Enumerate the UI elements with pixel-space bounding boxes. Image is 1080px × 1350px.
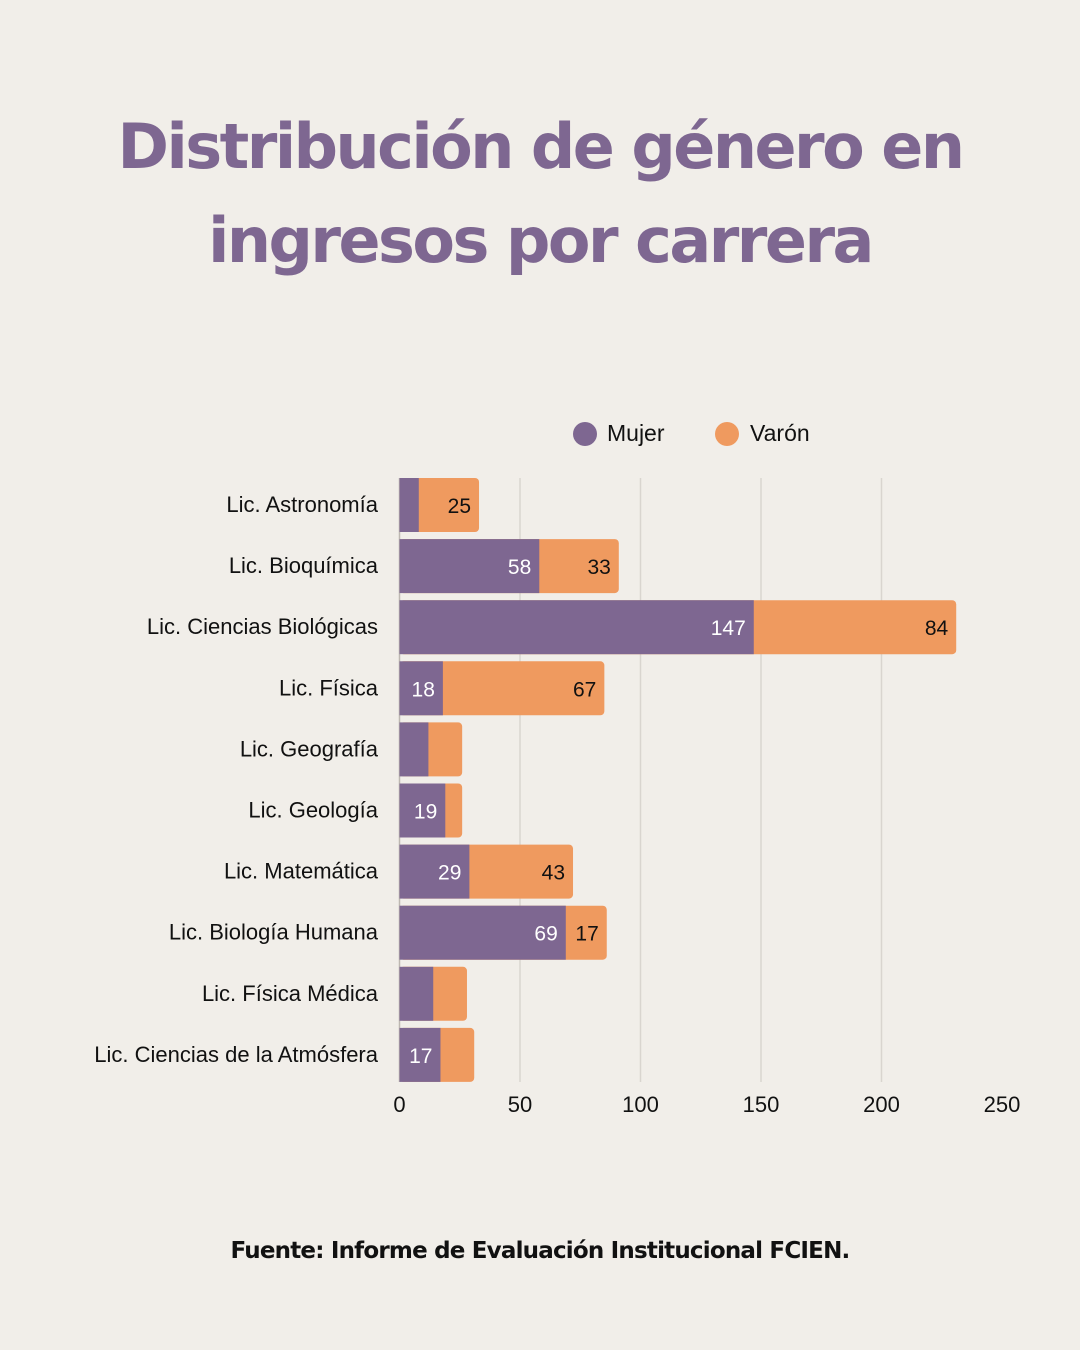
data-label-mujer: 19 [414, 801, 437, 824]
bar-mujer [399, 966, 434, 1021]
data-label-mujer: 17 [409, 1045, 432, 1068]
category-label: Lic. Ciencias Biológicas [147, 614, 378, 639]
bar-mujer [399, 1027, 441, 1082]
data-label-varon: 33 [587, 556, 610, 579]
bar-mujer [399, 661, 443, 716]
legend-item: Varón [715, 420, 810, 446]
bar-varon [399, 661, 605, 716]
bar-row: 19 [399, 783, 463, 838]
legend-swatch-icon [573, 422, 597, 446]
category-label: Lic. Física Médica [202, 981, 379, 1006]
source-footer: Fuente: Informe de Evaluación Institucio… [230, 1238, 851, 1264]
category-label: Lic. Geología [248, 798, 378, 823]
bar-row: 25 [399, 478, 480, 532]
bar-varon [399, 478, 480, 532]
legend-label: Mujer [607, 420, 665, 446]
data-label-varon: 25 [448, 495, 471, 518]
data-label-varon: 67 [573, 678, 596, 701]
data-label-varon: 43 [542, 862, 565, 885]
bar-mujer [399, 600, 754, 655]
bar-row: 58 33 [399, 539, 619, 594]
bar-row: 29 43 [399, 844, 574, 899]
category-label: Lic. Astronomía [226, 492, 378, 517]
bar-row: 18 67 [399, 661, 605, 716]
bar-mujer [399, 783, 446, 838]
data-label-varon: 17 [575, 923, 598, 946]
legend-label: Varón [750, 420, 810, 446]
bar-row: 69 17 [399, 905, 607, 960]
bar-row [399, 966, 467, 1021]
legend-item: Mujer [573, 420, 665, 446]
legend: Mujer Varón [573, 420, 810, 446]
category-labels: Lic. Astronomía Lic. Bioquímica Lic. Cienc… [94, 492, 378, 1067]
bar-mujer [399, 539, 540, 594]
category-label: Lic. Física [279, 675, 379, 700]
x-tick-label: 0 [393, 1092, 405, 1117]
data-label-mujer: 29 [438, 862, 461, 885]
bar-mujer [399, 722, 429, 777]
category-label: Lic. Biología Humana [169, 920, 379, 945]
data-label-varon: 84 [925, 617, 949, 640]
x-axis-ticks: 0 50 100 150 200 250 [393, 1092, 1020, 1117]
category-label: Lic. Geografía [240, 736, 379, 761]
chart-title-line-2: ingresos por carrera [208, 204, 874, 277]
bar-mujer [399, 905, 566, 960]
category-label: Lic. Bioquímica [229, 553, 379, 578]
data-label-mujer: 18 [412, 678, 435, 701]
bar-row: 147 84 [399, 600, 957, 655]
x-tick-label: 100 [622, 1092, 659, 1117]
bar-row: 17 [399, 1027, 475, 1082]
legend-swatch-icon [715, 422, 739, 446]
category-label: Lic. Matemática [224, 859, 379, 884]
bar-mujer [399, 844, 470, 899]
x-tick-label: 200 [863, 1092, 900, 1117]
data-label-mujer: 69 [534, 923, 557, 946]
category-label: Lic. Ciencias de la Atmósfera [94, 1042, 378, 1067]
chart-title-line-1: Distribución de género en [117, 110, 965, 183]
data-label-mujer: 147 [711, 617, 746, 640]
chart-title: Distribución de género en ingresos por c… [0, 100, 1080, 288]
x-tick-label: 250 [984, 1092, 1021, 1117]
bar-row [399, 722, 463, 777]
x-tick-label: 50 [508, 1092, 532, 1117]
x-tick-label: 150 [743, 1092, 780, 1117]
bar-mujer [399, 478, 419, 532]
data-label-mujer: 58 [508, 556, 531, 579]
